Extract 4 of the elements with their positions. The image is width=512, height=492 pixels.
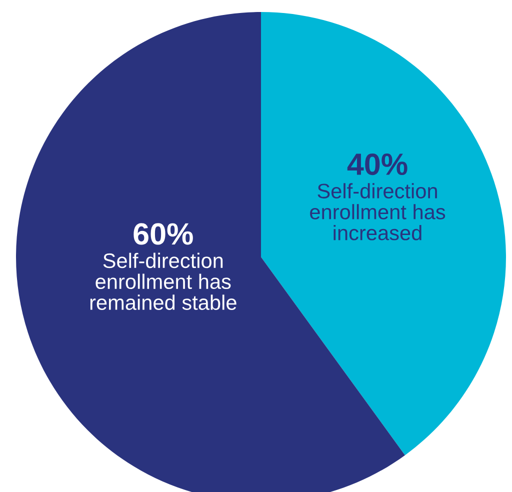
data-label: 60% (134, 223, 193, 245)
slice-label: Self-direction enrollment has increased (310, 183, 446, 240)
data-label: 40% (347, 153, 408, 176)
slice-label: Self-direction enrollment has remained stable (90, 252, 236, 310)
